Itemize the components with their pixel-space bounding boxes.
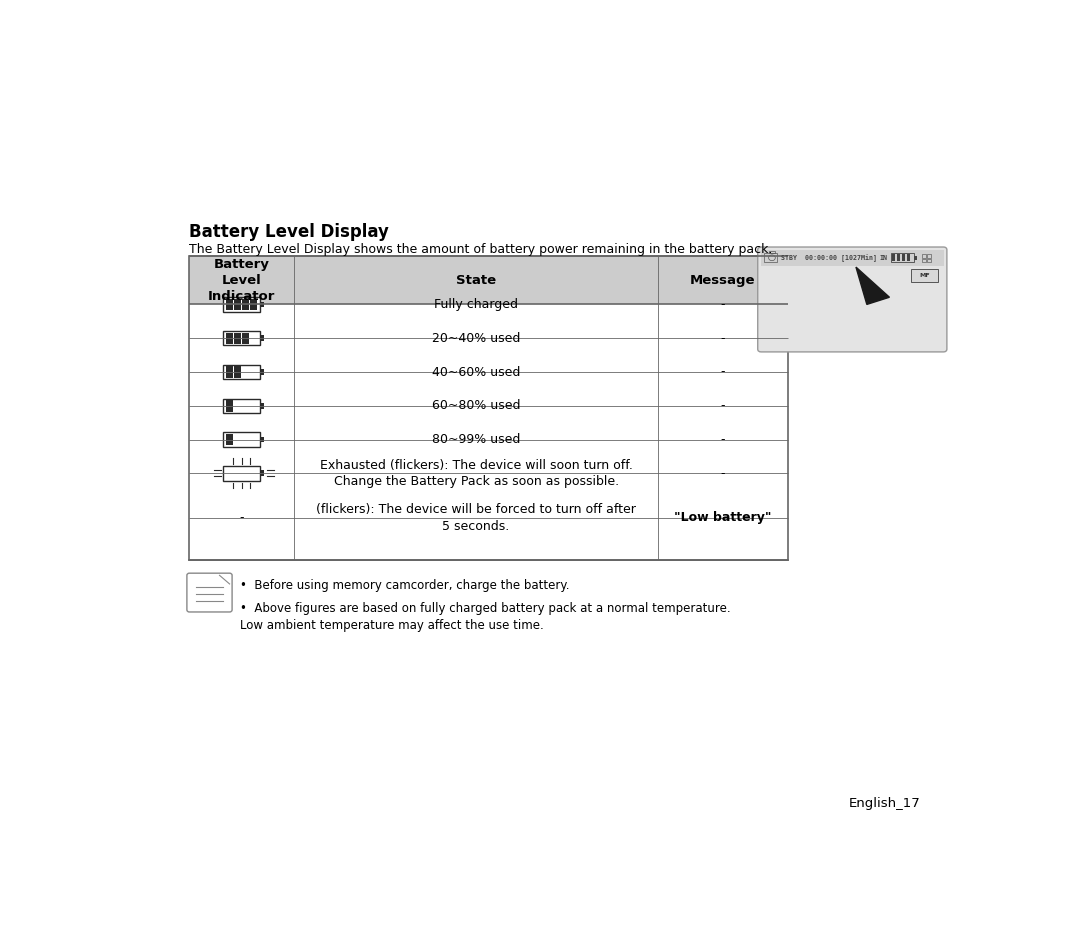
Text: -: -: [720, 332, 726, 345]
Text: •  Above figures are based on fully charged battery pack at a normal temperature: • Above figures are based on fully charg…: [240, 602, 730, 632]
Bar: [260, 335, 265, 341]
Bar: [224, 365, 260, 379]
Bar: [249, 299, 257, 311]
Bar: [189, 256, 788, 560]
Bar: [260, 470, 265, 476]
Bar: [764, 254, 777, 262]
Bar: [226, 400, 233, 411]
Text: "Low battery": "Low battery": [674, 511, 772, 524]
Text: 20~40% used: 20~40% used: [432, 332, 521, 345]
Bar: [260, 437, 265, 442]
Text: (flickers): The device will be forced to turn off after
5 seconds.: (flickers): The device will be forced to…: [316, 503, 636, 533]
Bar: [915, 256, 917, 260]
Bar: [907, 254, 910, 261]
Text: State: State: [456, 273, 496, 286]
Bar: [891, 254, 915, 262]
Text: Battery Level Display: Battery Level Display: [189, 223, 389, 242]
Bar: [224, 432, 260, 447]
Text: -: -: [720, 399, 726, 412]
Bar: [260, 301, 265, 307]
Text: -: -: [720, 433, 726, 446]
Text: Fully charged: Fully charged: [434, 298, 518, 311]
Text: 60~80% used: 60~80% used: [432, 399, 521, 412]
Text: IN: IN: [880, 255, 888, 261]
Bar: [226, 367, 233, 378]
Bar: [769, 251, 775, 254]
Bar: [233, 299, 241, 311]
Text: The Battery Level Display shows the amount of battery power remaining in the bat: The Battery Level Display shows the amou…: [189, 243, 773, 256]
Bar: [226, 332, 233, 344]
FancyBboxPatch shape: [910, 270, 937, 282]
Bar: [224, 398, 260, 413]
Text: MF: MF: [919, 273, 930, 278]
Text: -: -: [720, 298, 726, 311]
Bar: [224, 466, 260, 480]
Bar: [226, 299, 233, 311]
Text: •  Before using memory camcorder, charge the battery.: • Before using memory camcorder, charge …: [240, 579, 569, 592]
Text: STBY  00:00:00 [1027Min]: STBY 00:00:00 [1027Min]: [781, 254, 877, 261]
Bar: [260, 369, 265, 375]
Bar: [242, 299, 248, 311]
Bar: [902, 254, 905, 261]
Bar: [922, 258, 926, 262]
Bar: [226, 434, 233, 445]
Text: Battery
Level
Indicator: Battery Level Indicator: [208, 258, 275, 302]
Bar: [189, 256, 788, 304]
Bar: [892, 254, 895, 261]
Text: -: -: [720, 366, 726, 379]
Bar: [927, 258, 931, 262]
Text: English_17: English_17: [849, 798, 920, 810]
Bar: [233, 367, 241, 378]
Bar: [224, 331, 260, 345]
Bar: [260, 403, 265, 409]
Bar: [224, 298, 260, 312]
Bar: [896, 254, 900, 261]
Bar: [242, 332, 248, 344]
Bar: [761, 250, 944, 266]
Text: Exhausted (flickers): The device will soon turn off.
Change the Battery Pack as : Exhausted (flickers): The device will so…: [320, 459, 633, 488]
Text: -: -: [240, 511, 244, 524]
FancyBboxPatch shape: [758, 247, 947, 352]
Bar: [922, 254, 926, 258]
Polygon shape: [856, 267, 890, 304]
Text: 80~99% used: 80~99% used: [432, 433, 521, 446]
Bar: [233, 332, 241, 344]
Text: -: -: [720, 466, 726, 480]
Bar: [927, 254, 931, 258]
Text: Message: Message: [690, 273, 756, 286]
Text: 40~60% used: 40~60% used: [432, 366, 521, 379]
